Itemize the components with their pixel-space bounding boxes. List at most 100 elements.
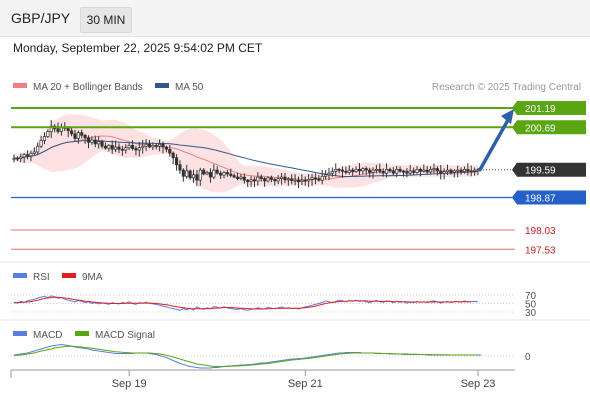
candle-body xyxy=(25,154,30,157)
candle-body xyxy=(42,136,47,141)
candle-body xyxy=(415,168,419,173)
candle-body xyxy=(452,170,456,173)
macd-legend-label: MACD xyxy=(33,330,62,341)
candle-body xyxy=(219,172,223,176)
candle-body xyxy=(195,174,199,181)
symbol-label[interactable]: GBP/JPY xyxy=(11,10,71,26)
candle-body xyxy=(425,169,429,173)
candle-body xyxy=(418,168,422,172)
candle-body xyxy=(188,170,192,179)
candle-body xyxy=(19,156,23,159)
candle-body xyxy=(239,176,243,179)
candle-body xyxy=(86,137,91,143)
candle-body xyxy=(232,175,236,178)
candle-body xyxy=(107,145,111,149)
candle-body xyxy=(364,168,368,171)
x-tick-label: Sep 23 xyxy=(461,378,496,390)
candle-body xyxy=(385,168,389,174)
candle-body xyxy=(120,148,124,151)
candle-body xyxy=(283,176,287,181)
candle-body xyxy=(242,176,246,181)
candle-body xyxy=(76,132,80,139)
candle-body xyxy=(286,178,290,181)
candle-body xyxy=(391,170,395,174)
candle-body xyxy=(191,174,196,179)
candle-body xyxy=(158,143,162,147)
candle-body xyxy=(134,148,138,151)
interval-button[interactable]: 30 MIN xyxy=(80,7,132,33)
candle-body xyxy=(39,140,43,147)
candle-body xyxy=(405,171,409,174)
candle-body xyxy=(432,168,436,170)
candle-body xyxy=(310,177,314,180)
candle-body xyxy=(36,145,40,153)
candle-body xyxy=(293,179,297,182)
candle-body xyxy=(401,170,406,173)
candle-body xyxy=(15,157,19,160)
candle-body xyxy=(351,169,355,173)
candle-body xyxy=(330,170,334,174)
candle-body xyxy=(208,172,212,178)
candle-body xyxy=(164,146,168,150)
forecast-arrow-head xyxy=(501,108,514,124)
macd-signal-swatch xyxy=(75,331,89,336)
candle-body xyxy=(229,173,233,176)
candle-body xyxy=(459,169,463,173)
candle-body xyxy=(235,176,240,179)
candle-body xyxy=(388,168,392,172)
candle-body xyxy=(147,143,152,148)
candle-body xyxy=(93,139,97,145)
ma20-legend-label: MA 20 + Bollinger Bands xyxy=(33,82,143,93)
candle-body xyxy=(435,168,439,172)
candle-body xyxy=(445,169,450,173)
top-bar: GBP/JPY 30 MIN xyxy=(0,0,590,37)
candle-body xyxy=(56,128,60,132)
level-label: 199.59 xyxy=(525,166,556,177)
level-label: 197.53 xyxy=(525,245,556,256)
candle-body xyxy=(290,178,294,181)
candle-body xyxy=(127,145,131,149)
candle-body xyxy=(354,168,358,173)
candle-body xyxy=(324,174,328,177)
candle-body xyxy=(395,168,399,174)
candle-body xyxy=(80,132,84,136)
candle-body xyxy=(124,147,128,151)
candle-body xyxy=(422,169,426,172)
candle-body xyxy=(246,179,250,183)
candle-body xyxy=(12,157,16,160)
candle-body xyxy=(307,179,311,182)
forecast-arrow xyxy=(478,118,510,172)
candle-body xyxy=(32,151,36,154)
candle-body xyxy=(249,179,253,183)
datetime-label: Monday, September 22, 2025 9:54:02 PM CE… xyxy=(13,41,263,55)
candle-body xyxy=(439,170,443,174)
candle-body xyxy=(252,179,257,182)
candle-body xyxy=(378,168,382,172)
candle-body xyxy=(337,168,341,171)
candle-body xyxy=(137,147,141,151)
candle-body xyxy=(161,143,165,148)
candle-body xyxy=(317,178,321,181)
level-tag xyxy=(512,190,586,205)
candle-body xyxy=(90,139,94,143)
candle-body xyxy=(212,169,216,178)
candle-body xyxy=(103,145,107,149)
candle-body xyxy=(171,152,175,159)
rsi-tick-label: 50 xyxy=(525,300,537,311)
candle-body xyxy=(462,168,467,173)
candle-body xyxy=(141,145,145,149)
candle-body xyxy=(154,145,158,147)
candle-body xyxy=(202,169,206,175)
macd-swatch xyxy=(13,331,27,336)
candle-body xyxy=(114,146,118,150)
candle-body xyxy=(144,143,148,147)
candle-body xyxy=(374,168,378,171)
candle-body xyxy=(371,169,375,173)
rsi-legend-label: RSI xyxy=(33,272,50,283)
candle-body xyxy=(185,170,189,177)
level-tag xyxy=(512,100,586,115)
candle-body xyxy=(205,172,209,175)
candle-body xyxy=(429,168,433,173)
x-tick-label: Sep 21 xyxy=(288,378,323,390)
ma50-swatch xyxy=(155,83,169,88)
